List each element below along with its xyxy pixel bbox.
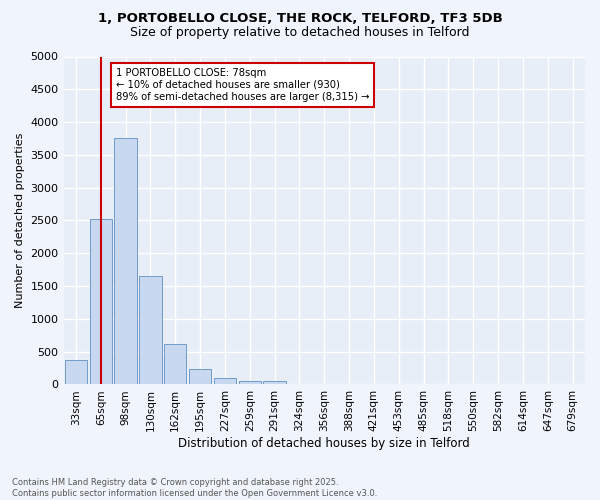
- Bar: [239, 381, 261, 384]
- Bar: [189, 370, 211, 384]
- Text: 1, PORTOBELLO CLOSE, THE ROCK, TELFORD, TF3 5DB: 1, PORTOBELLO CLOSE, THE ROCK, TELFORD, …: [98, 12, 502, 26]
- Text: 1 PORTOBELLO CLOSE: 78sqm
← 10% of detached houses are smaller (930)
89% of semi: 1 PORTOBELLO CLOSE: 78sqm ← 10% of detac…: [116, 68, 369, 102]
- Title: 1, PORTOBELLO CLOSE, THE ROCK, TELFORD, TF3 5DB
Size of property relative to det: 1, PORTOBELLO CLOSE, THE ROCK, TELFORD, …: [0, 499, 1, 500]
- Bar: [115, 138, 137, 384]
- X-axis label: Distribution of detached houses by size in Telford: Distribution of detached houses by size …: [178, 437, 470, 450]
- Bar: [164, 344, 187, 385]
- Text: Contains HM Land Registry data © Crown copyright and database right 2025.
Contai: Contains HM Land Registry data © Crown c…: [12, 478, 377, 498]
- Bar: [89, 219, 112, 384]
- Text: Size of property relative to detached houses in Telford: Size of property relative to detached ho…: [130, 26, 470, 39]
- Y-axis label: Number of detached properties: Number of detached properties: [15, 133, 25, 308]
- Bar: [263, 381, 286, 384]
- Bar: [214, 378, 236, 384]
- Bar: [65, 360, 87, 384]
- Bar: [139, 276, 161, 384]
